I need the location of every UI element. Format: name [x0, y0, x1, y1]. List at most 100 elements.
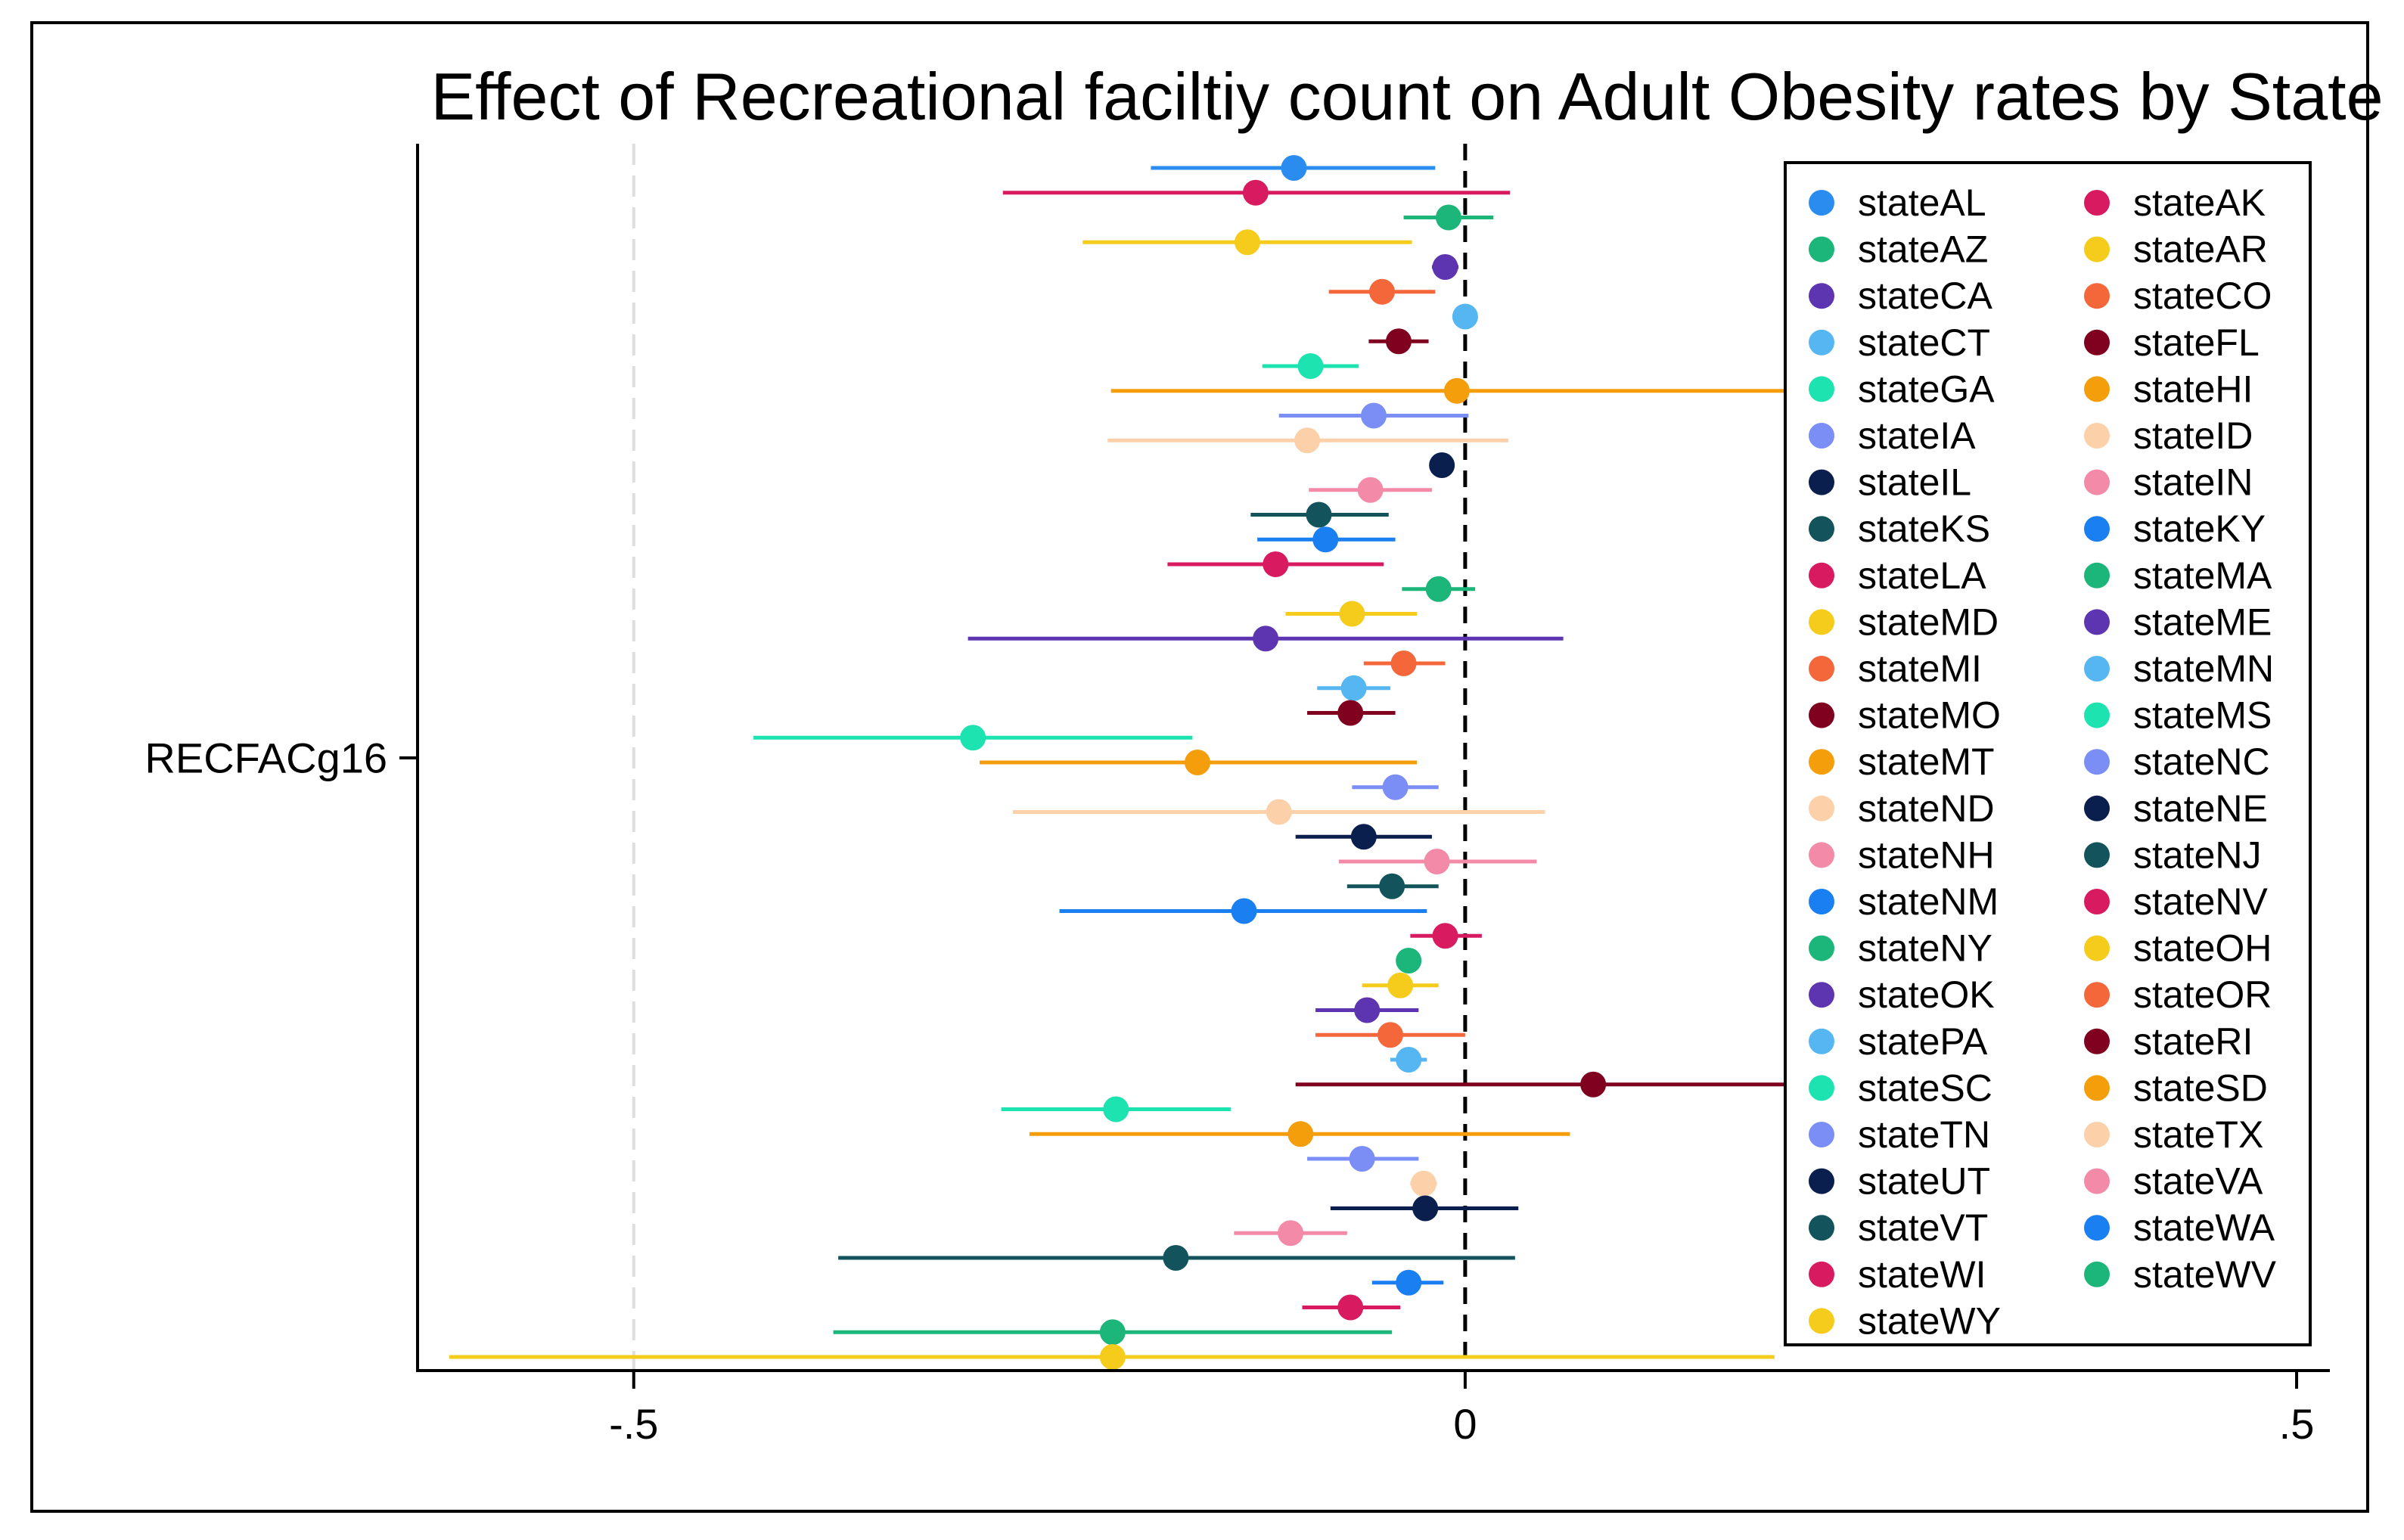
legend-label-stateMS: stateMS	[2133, 694, 2272, 737]
legend-label-stateMA: stateMA	[2133, 554, 2272, 597]
legend-marker-stateNC	[2084, 749, 2110, 775]
legend-label-stateTX: stateTX	[2133, 1113, 2263, 1156]
estimate-point-stateOK	[1354, 997, 1381, 1023]
legend-label-stateIA: stateIA	[1858, 414, 1976, 457]
legend-label-stateIN: stateIN	[2133, 461, 2253, 504]
legend-marker-stateMO	[1809, 702, 1834, 728]
legend-label-stateHI: stateHI	[2133, 368, 2253, 410]
legend-marker-statePA	[1809, 1028, 1834, 1054]
legend-label-stateVT: stateVT	[1858, 1206, 1988, 1249]
y-category-label: RECFACg16	[144, 734, 387, 782]
legend-label-stateLA: stateLA	[1858, 554, 1986, 597]
x-ticks: -.5 0 .5	[609, 1371, 2314, 1448]
estimate-point-stateVA	[1278, 1220, 1304, 1247]
legend-marker-stateAK	[2084, 190, 2110, 216]
legend-marker-stateNJ	[2084, 842, 2110, 868]
legend-label-stateSD: stateSD	[2133, 1067, 2268, 1109]
legend-marker-stateSC	[1809, 1075, 1834, 1101]
legend-marker-stateNM	[1809, 889, 1834, 914]
estimate-point-stateWV	[1099, 1319, 1126, 1346]
legend-label-stateNH: stateNH	[1858, 834, 1995, 876]
legend-label-stateWY: stateWY	[1858, 1299, 2001, 1342]
legend-label-stateRI: stateRI	[2133, 1020, 2253, 1063]
legend-label-stateNJ: stateNJ	[2133, 834, 2262, 876]
legend-marker-stateIL	[1809, 469, 1834, 495]
estimate-point-stateSC	[1103, 1096, 1129, 1122]
estimate-point-stateMA	[1425, 576, 1452, 602]
estimate-point-stateVT	[1163, 1245, 1189, 1271]
legend-label-stateUT: stateUT	[1858, 1160, 1990, 1203]
estimate-point-stateWY	[1099, 1344, 1126, 1370]
legend-marker-stateID	[2084, 423, 2110, 449]
estimate-point-stateIA	[1361, 402, 1387, 429]
estimate-point-stateUT	[1412, 1195, 1439, 1222]
legend-marker-stateNE	[2084, 795, 2110, 821]
legend-label-stateCT: stateCT	[1858, 321, 1990, 364]
legend-label-stateND: stateND	[1858, 787, 1995, 830]
estimate-point-stateMI	[1390, 650, 1417, 676]
estimate-point-stateMN	[1340, 675, 1367, 701]
estimate-point-stateCT	[1452, 303, 1478, 330]
legend-label-stateOK: stateOK	[1858, 973, 1995, 1016]
legend-label-stateCA: stateCA	[1858, 275, 1993, 317]
legend-marker-stateTX	[2084, 1122, 2110, 1147]
legend-marker-stateME	[2084, 609, 2110, 635]
legend-label-stateWA: stateWA	[2133, 1206, 2275, 1249]
estimate-point-stateHI	[1443, 377, 1470, 404]
estimate-point-stateNV	[1432, 923, 1458, 949]
legend-marker-stateTN	[1809, 1122, 1834, 1147]
estimate-point-stateSD	[1287, 1121, 1314, 1147]
x-tick-label: -.5	[609, 1400, 658, 1448]
estimate-point-stateMS	[960, 725, 986, 751]
estimate-point-stateMO	[1337, 700, 1364, 726]
legend-label-stateOH: stateOH	[2133, 927, 2272, 970]
legend-label-stateAZ: stateAZ	[1858, 228, 1988, 271]
estimate-point-stateNH	[1424, 849, 1450, 874]
estimate-point-statePA	[1396, 1047, 1422, 1073]
legend-label-stateNE: stateNE	[2133, 787, 2268, 830]
legend-marker-stateGA	[1809, 376, 1834, 402]
legend-marker-stateNY	[1809, 935, 1834, 961]
legend-marker-stateRI	[2084, 1028, 2110, 1054]
legend-marker-stateVA	[2084, 1168, 2110, 1194]
estimate-point-stateOH	[1387, 972, 1414, 998]
legend-marker-stateWV	[2084, 1261, 2110, 1287]
x-tick-label: .5	[2279, 1400, 2315, 1448]
legend-marker-stateAZ	[1809, 236, 1834, 262]
estimate-point-stateID	[1294, 427, 1321, 454]
legend-marker-stateCA	[1809, 283, 1834, 309]
legend-label-stateFL: stateFL	[2133, 321, 2260, 364]
estimate-point-stateAZ	[1435, 204, 1461, 231]
legend-marker-stateSD	[2084, 1075, 2110, 1101]
estimate-point-stateND	[1266, 799, 1292, 825]
estimate-point-stateFL	[1385, 328, 1412, 355]
legend-marker-stateMN	[2084, 656, 2110, 682]
estimate-point-stateWI	[1337, 1294, 1364, 1321]
legend-marker-stateIA	[1809, 423, 1834, 449]
legend-label-stateMD: stateMD	[1858, 601, 1999, 643]
legend-marker-stateIN	[2084, 469, 2110, 495]
estimate-point-stateMD	[1339, 601, 1365, 627]
legend-marker-stateAR	[2084, 236, 2110, 262]
estimate-point-stateNY	[1396, 948, 1422, 973]
legend-label-stateNV: stateNV	[2133, 880, 2269, 923]
legend-label-stateCO: stateCO	[2133, 275, 2272, 317]
estimate-point-stateIN	[1357, 477, 1384, 503]
estimate-point-stateIL	[1429, 452, 1455, 478]
legend-label-stateAK: stateAK	[2133, 182, 2266, 224]
estimate-point-stateKY	[1312, 526, 1339, 553]
estimate-point-stateNC	[1382, 774, 1409, 800]
legend-marker-stateVT	[1809, 1215, 1834, 1241]
legend-label-stateID: stateID	[2133, 414, 2253, 457]
estimate-point-stateTN	[1349, 1146, 1375, 1172]
legend-label-stateSC: stateSC	[1858, 1067, 1992, 1109]
estimate-point-stateWA	[1396, 1269, 1422, 1296]
estimate-point-stateAL	[1281, 155, 1307, 181]
chart-title: Effect of Recreational faciltiy count on…	[430, 59, 2383, 134]
estimate-point-stateRI	[1580, 1071, 1607, 1098]
legend-label-stateKS: stateKS	[1858, 508, 1990, 550]
legend-label-stateNC: stateNC	[2133, 741, 2270, 783]
legend-marker-stateWI	[1809, 1261, 1834, 1287]
